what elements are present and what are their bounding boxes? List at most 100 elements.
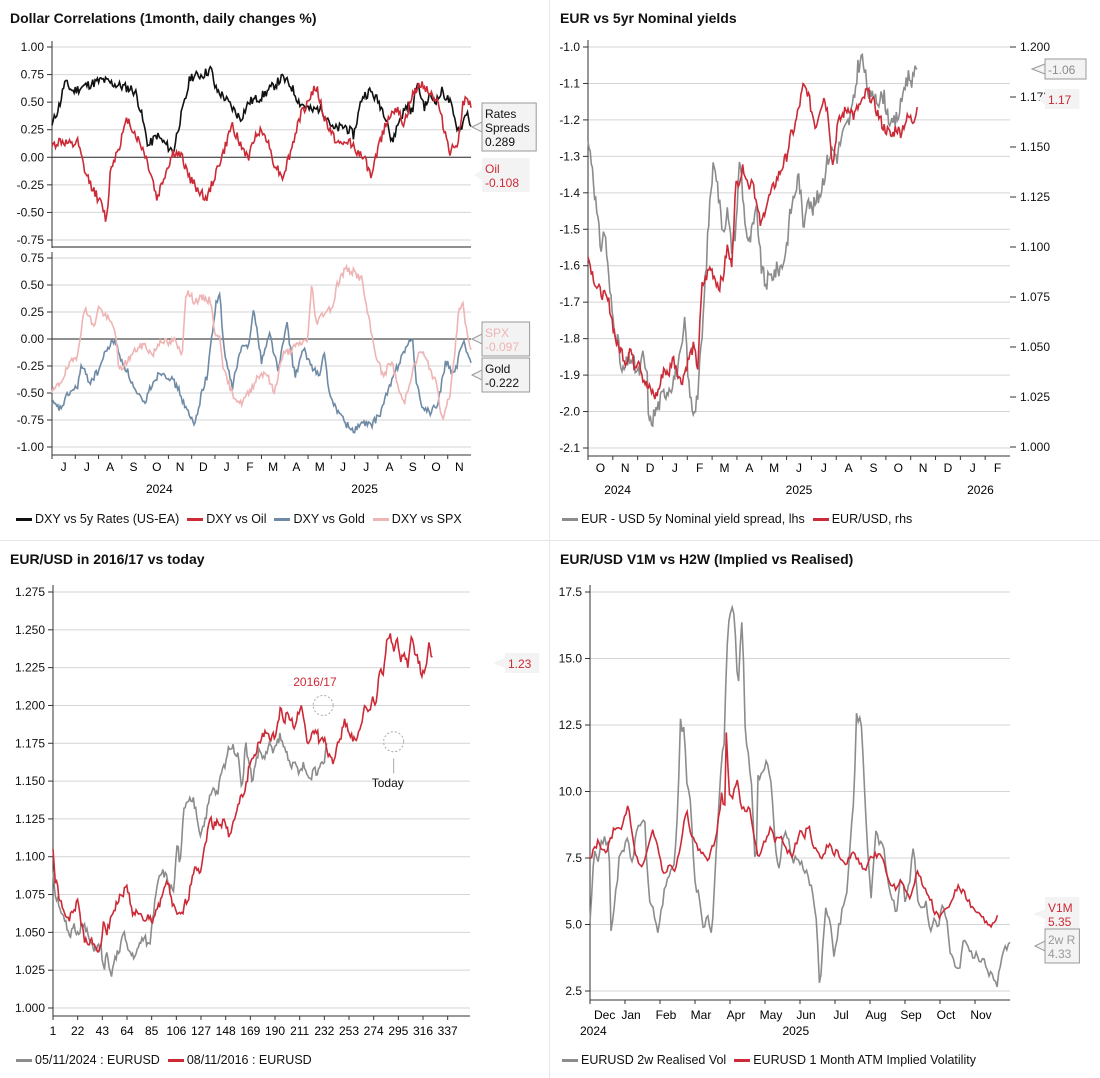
annotation-circle-today: [383, 731, 405, 753]
x-tick-label: M: [268, 460, 278, 474]
x-tick-label: F: [696, 461, 703, 475]
callout-2wr-text: 4.33: [1048, 947, 1072, 961]
x-tick-label: Jul: [833, 1008, 848, 1022]
chart-legend: EURUSD 2w Realised Vol EURUSD 1 Month ATM…: [562, 1053, 976, 1067]
chart-title: Dollar Correlations (1month, daily chang…: [10, 10, 317, 26]
y-tick-label-right: 1.100: [1020, 240, 1050, 254]
y-tick-label: 12.5: [559, 718, 583, 732]
x-tick-label: F: [246, 460, 253, 474]
x-tick-label: J: [970, 461, 976, 475]
y-tick-label: -1.4: [559, 186, 580, 200]
legend-swatch: [372, 517, 389, 521]
callout-v1m-text: 5.35: [1048, 915, 1072, 929]
x-tick-label: N: [621, 461, 630, 475]
callout-oil-box: [482, 158, 530, 192]
callout-gold-text: Gold: [485, 362, 510, 376]
callout-last-box: [505, 653, 540, 673]
legend-label: 08/11/2016 : EURUSD: [186, 1053, 312, 1067]
legend-swatch: [274, 517, 291, 521]
y-tick-label: -0.50: [17, 205, 45, 219]
panel-eurusd-2016-vs-today: EUR/USD in 2016/17 vs today 1.275 1.250 1.…: [0, 541, 549, 1078]
y-tick-label: 1.250: [15, 623, 45, 637]
y-tick-label: -1.5: [559, 222, 580, 236]
legend-item: EUR - USD 5y Nominal yield spread, lhs: [562, 512, 805, 526]
x-tick-label: A: [106, 460, 114, 474]
y-tick-label: -2.0: [559, 405, 580, 419]
x-tick-label: J: [84, 460, 90, 474]
legend-swatch: [187, 517, 204, 521]
x-year-label: 2025: [786, 483, 813, 497]
x-tick-label: S: [409, 460, 417, 474]
callout-gold-box: [481, 357, 531, 393]
x-year-label: 2025: [351, 482, 378, 496]
y-tick-label: 5.0: [565, 918, 582, 932]
y-tick-label: 0.50: [21, 278, 45, 292]
chart-title: EUR/USD V1M vs H2W (Implied vs Realised): [560, 551, 854, 567]
y-tick-label: 0.25: [21, 123, 45, 137]
legend-label: EURUSD 2w Realised Vol: [581, 1053, 727, 1067]
series-line-red: [589, 732, 999, 929]
x-tick-label: O: [152, 460, 161, 474]
callout-last-pointer: [493, 658, 505, 668]
y-tick-label: 1.150: [15, 774, 45, 788]
legend-swatch: [734, 1058, 751, 1062]
legend-item: 05/11/2024 : EURUSD: [16, 1053, 160, 1067]
x-tick-label: 253: [339, 1024, 359, 1038]
legend-item: DXY vs Gold: [274, 512, 365, 526]
x-tick-label: A: [845, 461, 853, 475]
x-tick-label: M: [315, 460, 325, 474]
y-tick-label: 17.5: [559, 585, 583, 599]
x-tick-label: Oct: [937, 1008, 956, 1022]
x-tick-label: J: [61, 460, 67, 474]
x-tick-label: 148: [216, 1024, 236, 1038]
y-tick-label: 1.200: [15, 698, 45, 712]
callout-spx-box: [481, 321, 531, 357]
y-tick-label: -0.25: [17, 359, 45, 373]
y-tick-label: 1.125: [15, 812, 45, 826]
x-tick-label: Jun: [796, 1008, 815, 1022]
y-tick-label: 0.00: [21, 332, 45, 346]
callout-oil-text: -0.108: [485, 176, 519, 190]
x-tick-label: 64: [120, 1024, 134, 1038]
y-tick-label-right: 1.075: [1020, 290, 1050, 304]
callout-oil-text: Oil: [485, 162, 500, 176]
x-year-label: 2025: [782, 1024, 809, 1038]
legend-item: DXY vs SPX: [372, 512, 462, 526]
callout-eurusd-text: 1.17: [1048, 93, 1072, 107]
y-tick-label: 1.100: [15, 850, 45, 864]
callout-v1m-text: V1M: [1048, 901, 1073, 915]
callout-gold-pointer: [470, 369, 483, 381]
callout-oil-pointer: [474, 170, 482, 180]
y-tick-label-right: 1.050: [1020, 340, 1050, 354]
x-tick-label: N: [919, 461, 928, 475]
x-tick-label: S: [869, 461, 877, 475]
y-tick-label-right: 1.025: [1020, 390, 1050, 404]
x-tick-label: D: [646, 461, 655, 475]
x-tick-label: 22: [71, 1024, 85, 1038]
y-tick-label: 1.275: [15, 585, 45, 599]
callout-gold-text: -0.222: [485, 376, 519, 390]
x-tick-label: A: [386, 460, 394, 474]
callout-spx-pointer: [470, 333, 483, 345]
y-tick-label: 2.5: [565, 984, 582, 998]
eurusd-2016-vs-today-chart: 1.275 1.250 1.225 1.200 1.175 1.150 1.125 1.100…: [15, 585, 540, 1038]
panel-eur-vs-yields: EUR vs 5yr Nominal yields -1.0 -1.1 -1.2 -1…: [550, 0, 1100, 540]
x-tick-label: J: [796, 461, 802, 475]
x-tick-label: J: [340, 460, 346, 474]
x-tick-label: May: [760, 1008, 783, 1022]
x-tick-label: Mar: [691, 1008, 712, 1022]
series-line-steel: [51, 290, 472, 434]
x-tick-label: 337: [438, 1024, 458, 1038]
y-tick-label-right: 1.000: [1020, 440, 1050, 454]
chart-title: EUR/USD in 2016/17 vs today: [10, 551, 205, 567]
legend-swatch: [562, 517, 578, 521]
y-tick-label: 0.75: [21, 251, 45, 265]
series-line-red: [587, 82, 918, 400]
callout-rates-text: Rates: [485, 107, 516, 121]
x-tick-label: N: [176, 460, 185, 474]
x-tick-label: O: [431, 460, 440, 474]
chart-legend: EUR - USD 5y Nominal yield spread, lhs EU…: [562, 512, 912, 526]
x-tick-label: 274: [364, 1024, 384, 1038]
legend-label: EUR - USD 5y Nominal yield spread, lhs: [581, 512, 805, 526]
legend-item: DXY vs Oil: [187, 512, 266, 526]
